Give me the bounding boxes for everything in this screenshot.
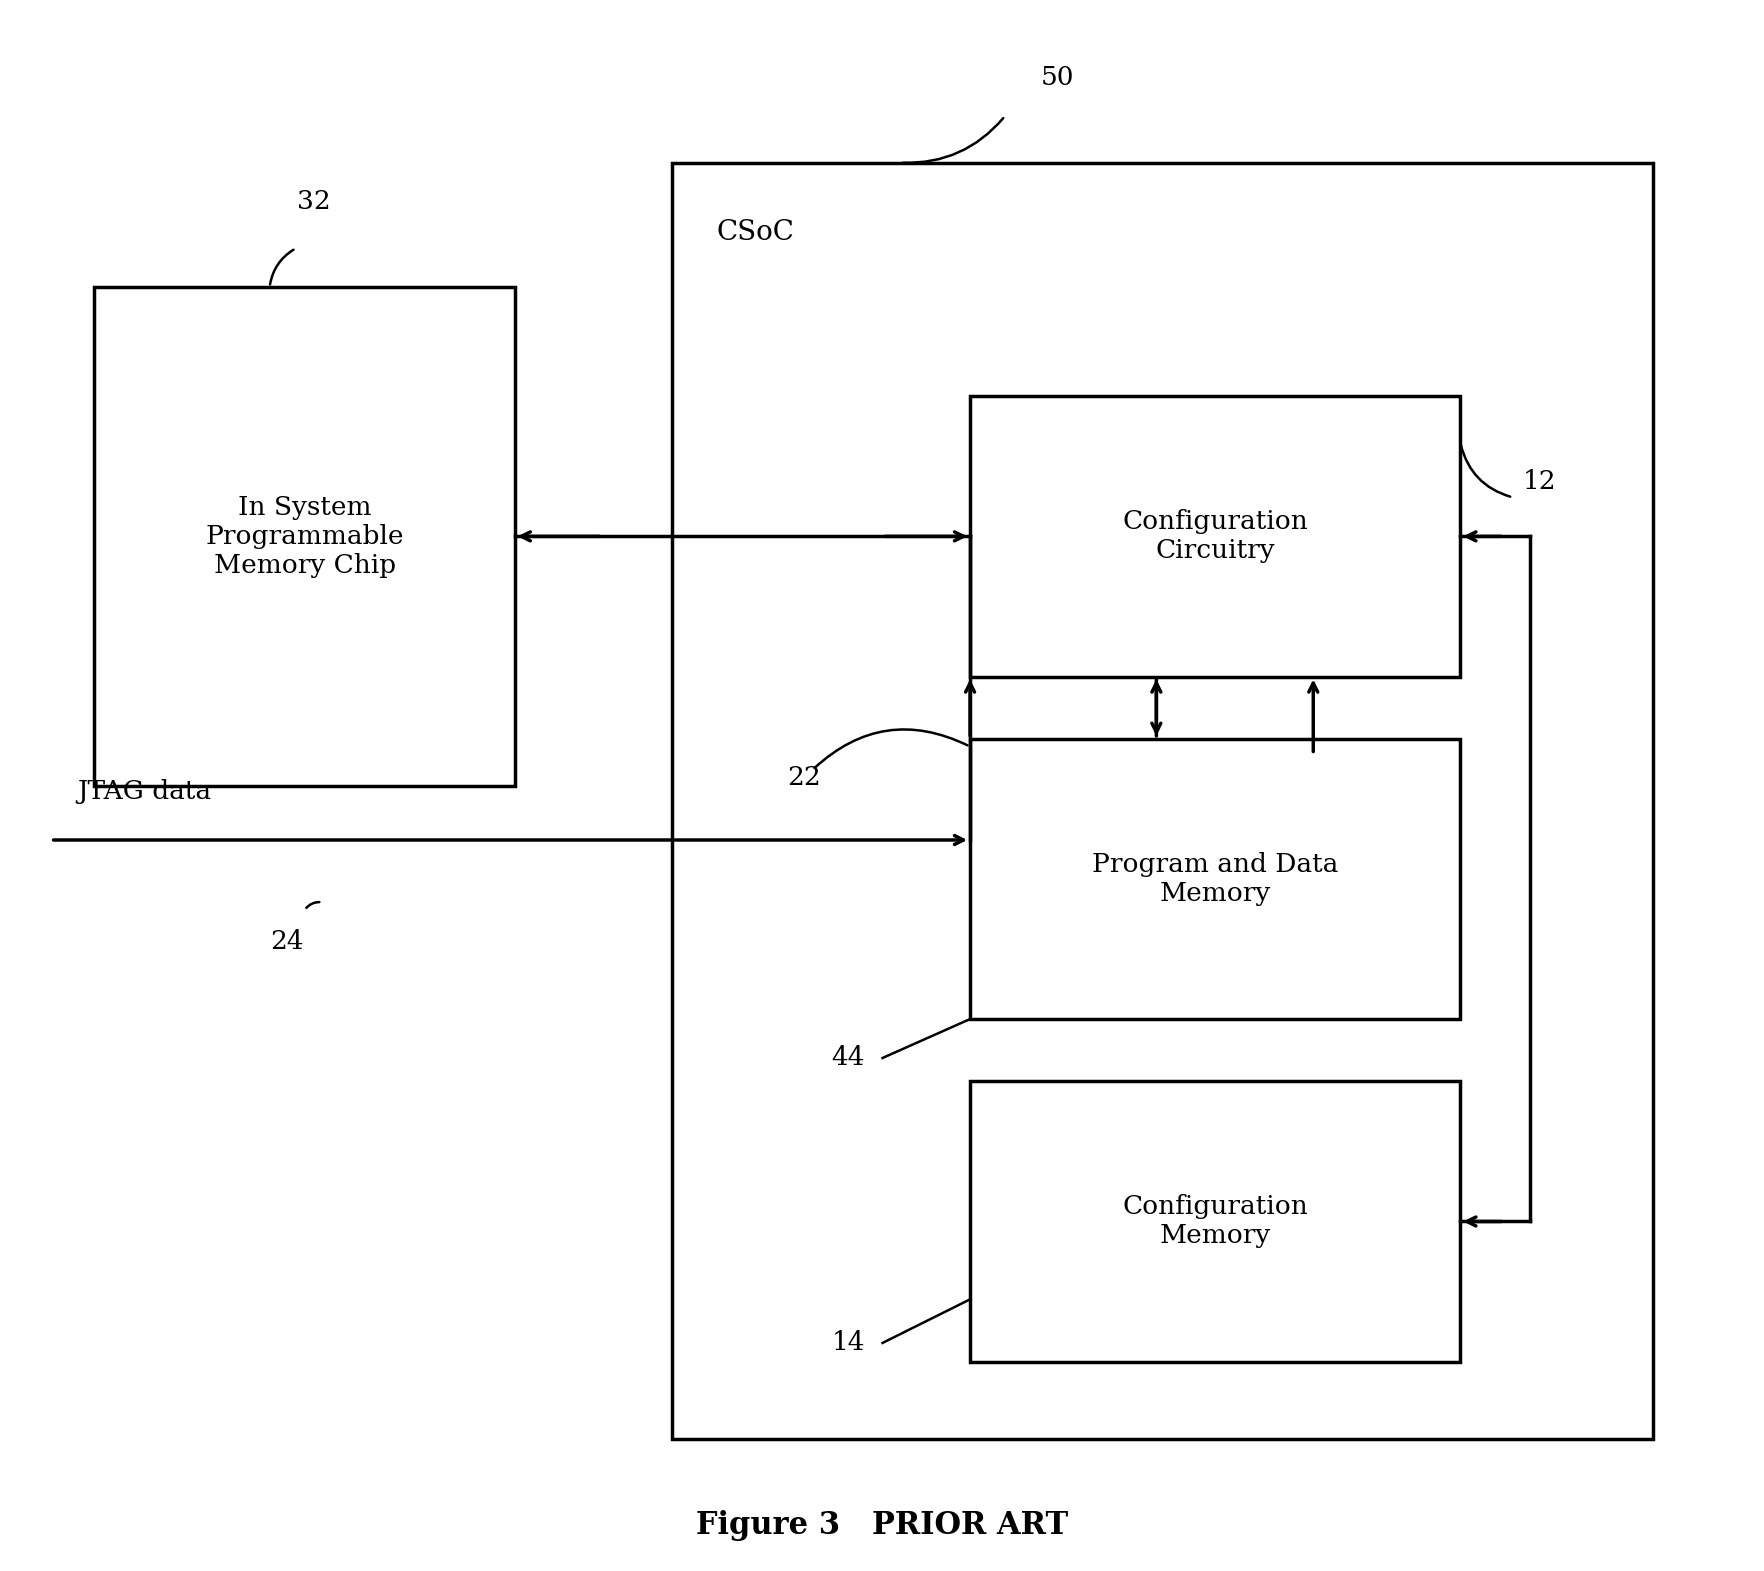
- Text: 24: 24: [270, 928, 303, 954]
- Text: 50: 50: [1041, 64, 1074, 90]
- Bar: [970, 396, 1459, 677]
- Text: Configuration
Memory: Configuration Memory: [1122, 1194, 1307, 1249]
- Text: 44: 44: [831, 1045, 864, 1070]
- Bar: [970, 738, 1459, 1020]
- Text: 32: 32: [296, 189, 330, 214]
- Text: Figure 3   PRIOR ART: Figure 3 PRIOR ART: [697, 1510, 1067, 1541]
- Bar: [970, 1081, 1459, 1362]
- Text: 14: 14: [831, 1331, 864, 1356]
- Text: CSoC: CSoC: [716, 220, 794, 247]
- Bar: [672, 163, 1653, 1439]
- Text: Configuration
Circuitry: Configuration Circuitry: [1122, 509, 1307, 564]
- Text: In System
Programmable
Memory Chip: In System Programmable Memory Chip: [205, 495, 404, 578]
- Text: Program and Data
Memory: Program and Data Memory: [1092, 851, 1337, 906]
- Text: 22: 22: [787, 765, 820, 790]
- Text: 12: 12: [1522, 470, 1556, 495]
- Text: JTAG data: JTAG data: [78, 779, 212, 804]
- Bar: [95, 287, 515, 786]
